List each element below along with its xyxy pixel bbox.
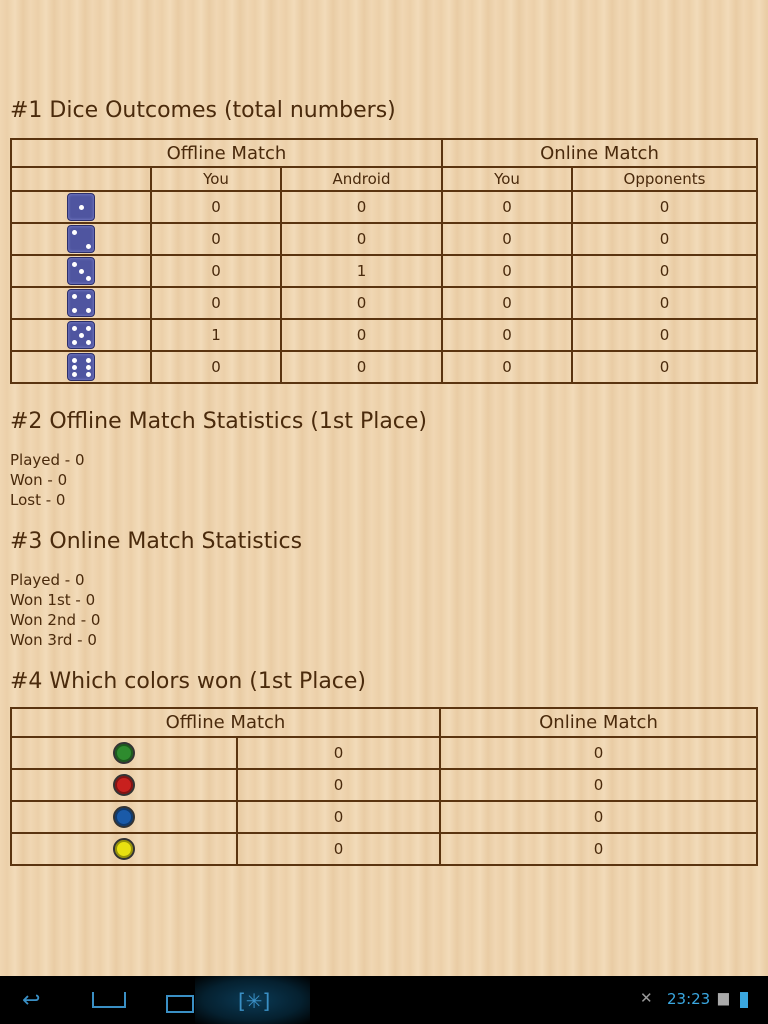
cell-value: 1 — [150, 318, 282, 352]
cell-value: 0 — [150, 190, 282, 224]
header-offline: Offline Match — [10, 707, 441, 738]
cell-value: 0 — [571, 222, 758, 256]
battery-icon — [740, 992, 748, 1008]
cell-value: 0 — [280, 286, 443, 320]
yellow-token-icon — [113, 838, 135, 860]
col-opponents: Opponents — [571, 166, 758, 192]
cell-value: 0 — [150, 222, 282, 256]
col-android: Android — [280, 166, 443, 192]
cell-value: 0 — [236, 768, 441, 802]
stat-lost: Lost - 0 — [10, 491, 66, 509]
cell-value: 0 — [150, 254, 282, 288]
cell-value: 0 — [150, 350, 282, 384]
cell-value: 0 — [280, 222, 443, 256]
stat-played: Played - 0 — [10, 571, 85, 589]
screenshot-icon[interactable]: [✳] — [238, 989, 271, 1013]
cell-value: 0 — [236, 736, 441, 770]
cell-value: 0 — [439, 736, 758, 770]
stat-won-2nd: Won 2nd - 0 — [10, 611, 101, 629]
die-face-4-icon — [67, 289, 95, 317]
group-header-offline: Offline Match — [10, 138, 443, 168]
cell-value: 0 — [439, 832, 758, 866]
stat-played: Played - 0 — [10, 451, 85, 469]
cell-value: 0 — [441, 222, 573, 256]
die-face-5-icon — [67, 321, 95, 349]
blue-token-icon — [113, 806, 135, 828]
cell-value: 0 — [441, 254, 573, 288]
cell-value: 0 — [571, 190, 758, 224]
cell-value: 0 — [571, 286, 758, 320]
cell-value: 1 — [280, 254, 443, 288]
section1-title: #1 Dice Outcomes (total numbers) — [10, 98, 396, 123]
clock: 23:23 — [667, 990, 711, 1008]
cell-value: 0 — [441, 318, 573, 352]
mute-icon: ✕ — [640, 989, 653, 1007]
dice-outcomes-table: Offline Match Online Match You Android You O… — [10, 138, 758, 384]
group-header-online: Online Match — [441, 138, 758, 168]
cell-value: 0 — [280, 318, 443, 352]
red-token-icon — [113, 774, 135, 796]
stat-won: Won - 0 — [10, 471, 68, 489]
cell-value: 0 — [439, 768, 758, 802]
cell-value: 0 — [150, 286, 282, 320]
cell-value: 0 — [571, 318, 758, 352]
stat-won-1st: Won 1st - 0 — [10, 591, 96, 609]
system-nav-bar: ↩ [✳] ✕ 23:23 ▆ — [0, 976, 768, 1024]
col-you-online: You — [441, 166, 573, 192]
cell-value: 0 — [280, 190, 443, 224]
section2-title: #2 Offline Match Statistics (1st Place) — [10, 409, 428, 434]
cell-value: 0 — [571, 350, 758, 384]
green-token-icon — [113, 742, 135, 764]
cell-value: 0 — [441, 190, 573, 224]
header-online: Online Match — [439, 707, 758, 738]
section4-title: #4 Which colors won (1st Place) — [10, 669, 367, 694]
cell-value: 0 — [236, 800, 441, 834]
cell-value: 0 — [441, 350, 573, 384]
die-face-1-icon — [67, 193, 95, 221]
stat-won-3rd: Won 3rd - 0 — [10, 631, 97, 649]
recent-apps-icon[interactable] — [166, 995, 194, 1013]
cell-value: 0 — [236, 832, 441, 866]
die-face-2-icon — [67, 225, 95, 253]
die-face-3-icon — [67, 257, 95, 285]
back-icon[interactable]: ↩ — [22, 988, 41, 1013]
cell-value: 0 — [439, 800, 758, 834]
col-you: You — [150, 166, 282, 192]
cell-value: 0 — [571, 254, 758, 288]
cell-value: 0 — [441, 286, 573, 320]
offline-stats: Played - 0 Won - 0 Lost - 0 — [10, 450, 85, 510]
cell-value: 0 — [280, 350, 443, 384]
die-face-6-icon — [67, 353, 95, 381]
section3-title: #3 Online Match Statistics — [10, 529, 303, 554]
signal-icon: ▆ — [718, 990, 729, 1006]
online-stats: Played - 0 Won 1st - 0 Won 2nd - 0 Won 3… — [10, 570, 100, 650]
home-icon[interactable] — [92, 992, 126, 1008]
